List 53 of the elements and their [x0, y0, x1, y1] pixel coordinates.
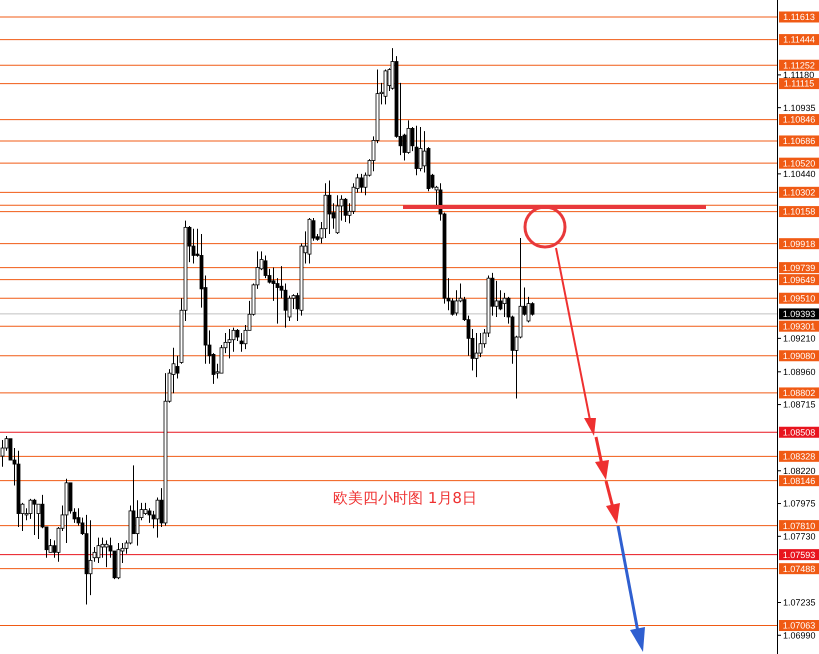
ref-line-label: 1.08328: [782, 451, 816, 462]
y-tick-label: 1.07975: [783, 498, 816, 509]
candlestick: [328, 180, 332, 235]
annotation: 欧美四小时图 1月8日: [333, 489, 477, 507]
ref-line-label: 1.09393: [782, 309, 816, 320]
y-tick-label: 1.10440: [783, 169, 816, 180]
candlestick: [104, 540, 108, 568]
candlestick: [414, 125, 418, 176]
y-tick-label: 1.08960: [783, 366, 816, 377]
y-tick-label: 1.08715: [783, 400, 816, 410]
y-tick-label: 1.10935: [783, 102, 816, 113]
candlestick: [240, 332, 244, 352]
candlestick: [228, 328, 232, 359]
candlestick: [156, 497, 160, 538]
y-tick-label: 1.09210: [783, 334, 816, 344]
ref-line-label: 1.11252: [783, 60, 815, 70]
y-tick-label: 1.06990: [783, 630, 816, 640]
candlestick: [344, 197, 348, 223]
ref-line-label: 1.09739: [782, 262, 816, 273]
candlestick: [502, 292, 506, 318]
ref-line-label: 1.09649: [782, 274, 816, 285]
ref-line-label: 1.11444: [783, 34, 815, 45]
ref-line-label: 1.07488: [782, 564, 816, 574]
candlestick: [494, 280, 498, 318]
candlestick: [136, 500, 140, 546]
ref-line-label: 1.10686: [782, 136, 816, 146]
y-tick-label: 1.11180: [783, 70, 814, 80]
y-tick-label: 1.07730: [783, 531, 816, 542]
candlestick: [360, 173, 364, 194]
y-tick-label: 1.08220: [783, 466, 816, 476]
ref-line-label: 1.08508: [782, 427, 816, 438]
candlestick: [32, 498, 36, 536]
candlestick: [474, 332, 478, 378]
ref-line-label: 1.10520: [782, 158, 816, 168]
ref-line-label: 1.07810: [782, 520, 816, 531]
ref-line-label: 1.09080: [782, 350, 816, 361]
ref-line-label: 1.08802: [782, 388, 816, 398]
candlestick: [88, 520, 92, 596]
ref-line-label: 1.09301: [782, 321, 816, 332]
ref-line-label: 1.09918: [782, 238, 816, 249]
ref-line-label: 1.10158: [782, 206, 816, 217]
ref-line-label: 1.08146: [782, 476, 816, 486]
ref-line-label: 1.07593: [782, 550, 816, 560]
y-tick-label: 1.07235: [783, 598, 816, 608]
ref-line-label: 1.11115: [784, 78, 814, 89]
ref-line-label: 1.11613: [783, 12, 815, 22]
candlestick: [192, 228, 196, 264]
ref-line-label: 1.07063: [782, 620, 816, 631]
candlestick: [418, 126, 422, 172]
candlestick: [96, 537, 100, 564]
ref-line-label: 1.10846: [782, 114, 816, 125]
ref-line-label: 1.09510: [782, 293, 816, 304]
ref-line-label: 1.10302: [782, 187, 816, 198]
